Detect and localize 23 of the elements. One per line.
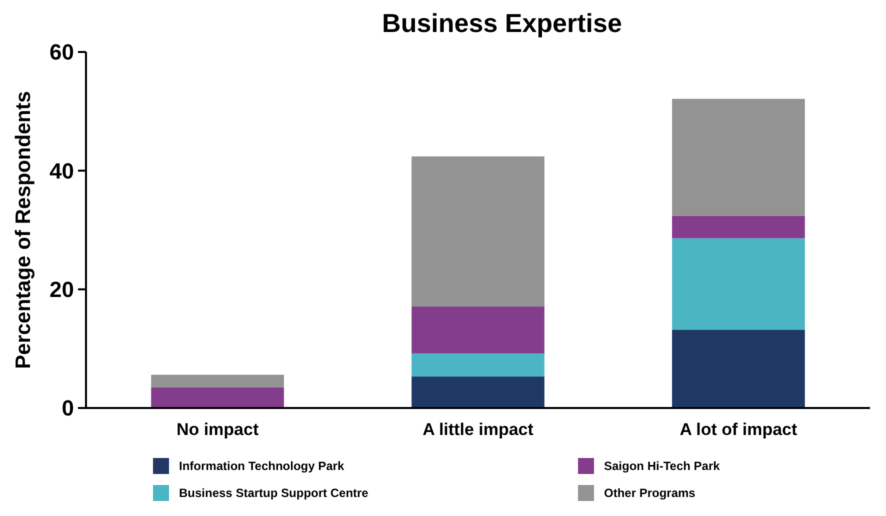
y-tick-label: 60	[50, 40, 74, 65]
bar	[151, 387, 284, 408]
bar	[672, 98, 805, 216]
legend-label: Business Startup Support Centre	[179, 486, 369, 500]
y-tick-label: 20	[50, 277, 74, 302]
y-axis-title: Percentage of Respondents	[12, 91, 35, 369]
legend-label: Other Programs	[604, 486, 696, 500]
bar	[412, 376, 544, 408]
bar	[412, 353, 544, 377]
bar	[412, 156, 544, 307]
y-tick-label: 40	[50, 158, 74, 184]
chart-title: Business Expertise	[382, 8, 622, 38]
bar	[672, 216, 805, 238]
x-tick-label: A little impact	[422, 420, 534, 439]
y-tick-label: 0	[62, 396, 74, 421]
legend-label: Information Technology Park	[179, 459, 344, 474]
x-tick-label: No impact	[176, 420, 259, 439]
bar	[672, 238, 805, 330]
bar	[151, 374, 284, 388]
bar	[672, 330, 805, 408]
x-tick-label: A lot of impact	[680, 420, 798, 439]
legend-label: Saigon Hi-Tech Park	[604, 459, 720, 474]
bar	[412, 306, 544, 354]
